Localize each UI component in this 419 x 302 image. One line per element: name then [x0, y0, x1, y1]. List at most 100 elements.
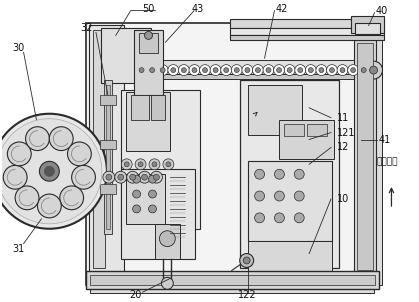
- Circle shape: [145, 31, 153, 39]
- Bar: [89, 25, 124, 273]
- Bar: [374, 27, 382, 285]
- Circle shape: [234, 68, 239, 72]
- Bar: [93, 31, 105, 268]
- Circle shape: [152, 162, 157, 167]
- Circle shape: [133, 205, 141, 213]
- Bar: [100, 184, 116, 194]
- Circle shape: [213, 68, 218, 72]
- Circle shape: [255, 191, 264, 201]
- Circle shape: [0, 114, 107, 229]
- Circle shape: [256, 68, 260, 72]
- Circle shape: [298, 68, 303, 72]
- Circle shape: [106, 174, 112, 180]
- Bar: [230, 18, 383, 28]
- Bar: [357, 43, 372, 270]
- Bar: [155, 224, 180, 259]
- Bar: [307, 124, 327, 136]
- Circle shape: [150, 68, 155, 72]
- Circle shape: [115, 171, 127, 183]
- Circle shape: [274, 169, 285, 179]
- Circle shape: [67, 142, 91, 166]
- Circle shape: [72, 165, 96, 189]
- Circle shape: [118, 174, 124, 180]
- Bar: [134, 74, 372, 79]
- Circle shape: [148, 190, 156, 198]
- Circle shape: [168, 65, 179, 76]
- Text: 10: 10: [337, 194, 349, 204]
- Text: 40: 40: [375, 6, 388, 16]
- Text: 30: 30: [13, 43, 25, 53]
- Bar: [86, 23, 374, 285]
- Text: 50: 50: [142, 4, 155, 14]
- Circle shape: [240, 254, 253, 268]
- Circle shape: [287, 68, 292, 72]
- Circle shape: [316, 65, 327, 76]
- Bar: [101, 28, 150, 83]
- Bar: [134, 31, 163, 95]
- Bar: [230, 28, 383, 35]
- Circle shape: [0, 119, 102, 224]
- Circle shape: [284, 65, 295, 76]
- Circle shape: [253, 65, 264, 76]
- Circle shape: [133, 175, 141, 183]
- Circle shape: [127, 171, 139, 183]
- Text: 第一方向: 第一方向: [377, 157, 398, 166]
- Text: 12: 12: [337, 143, 349, 153]
- Circle shape: [148, 205, 156, 213]
- Circle shape: [138, 162, 143, 167]
- Circle shape: [326, 65, 337, 76]
- Circle shape: [133, 190, 141, 198]
- Bar: [106, 85, 110, 229]
- Text: 11: 11: [337, 113, 349, 123]
- Circle shape: [308, 68, 313, 72]
- Text: 31: 31: [13, 244, 25, 254]
- Circle shape: [135, 159, 146, 170]
- Bar: [126, 92, 171, 151]
- Bar: [121, 169, 195, 259]
- Circle shape: [161, 277, 173, 289]
- Circle shape: [277, 68, 282, 72]
- Circle shape: [210, 65, 221, 76]
- Circle shape: [15, 186, 39, 210]
- Circle shape: [157, 65, 168, 76]
- Circle shape: [370, 66, 378, 74]
- Text: 20: 20: [129, 290, 142, 300]
- Circle shape: [294, 213, 304, 223]
- Text: 43: 43: [192, 4, 204, 14]
- Circle shape: [171, 68, 176, 72]
- Bar: [351, 16, 383, 34]
- Circle shape: [351, 68, 356, 72]
- Circle shape: [263, 65, 274, 76]
- Bar: [285, 124, 304, 136]
- Circle shape: [295, 65, 306, 76]
- Circle shape: [181, 68, 186, 72]
- Text: 121: 121: [337, 127, 355, 138]
- Circle shape: [361, 68, 366, 72]
- Circle shape: [242, 65, 253, 76]
- Bar: [104, 80, 112, 234]
- Circle shape: [358, 65, 369, 76]
- Bar: [90, 285, 374, 293]
- Circle shape: [337, 65, 348, 76]
- Circle shape: [159, 231, 175, 247]
- Text: 122: 122: [238, 290, 257, 300]
- Circle shape: [139, 171, 150, 183]
- Text: 32: 32: [80, 24, 92, 34]
- Bar: [100, 95, 116, 105]
- Circle shape: [329, 68, 334, 72]
- Circle shape: [129, 174, 136, 180]
- Bar: [121, 90, 200, 229]
- Circle shape: [149, 159, 160, 170]
- Circle shape: [60, 186, 83, 210]
- Circle shape: [103, 171, 115, 183]
- Circle shape: [163, 159, 174, 170]
- Circle shape: [224, 68, 229, 72]
- Circle shape: [192, 68, 197, 72]
- Circle shape: [319, 68, 324, 72]
- Bar: [248, 85, 302, 135]
- Circle shape: [231, 65, 242, 76]
- Bar: [86, 271, 379, 289]
- Circle shape: [221, 65, 232, 76]
- Circle shape: [243, 257, 250, 264]
- Bar: [355, 23, 380, 34]
